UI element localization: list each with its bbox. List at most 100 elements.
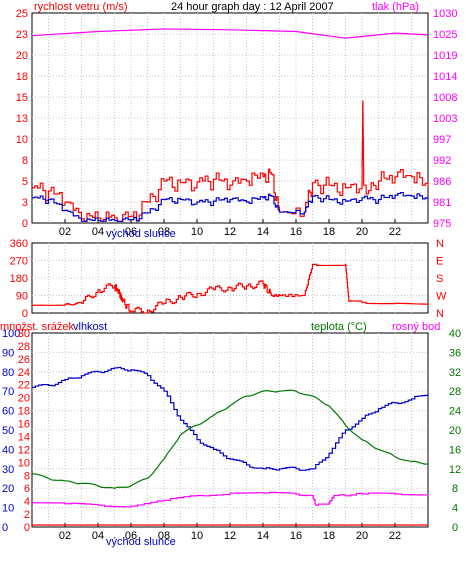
sunrise-label: východ slunce bbox=[106, 228, 176, 240]
pressure-tick-label: 1025 bbox=[433, 29, 457, 41]
wind-series bbox=[31, 28, 429, 222]
direction-tick-label: 360 bbox=[10, 238, 28, 250]
wind-tick-label: 13 bbox=[16, 113, 28, 125]
wind-tick-label: 0 bbox=[22, 218, 28, 230]
sunrise-label-bottom: východ slunce bbox=[106, 536, 176, 548]
dewpoint-line bbox=[32, 491, 429, 508]
compass-tick-label: S bbox=[436, 273, 443, 285]
direction-grid bbox=[32, 243, 428, 313]
temperature-line bbox=[31, 389, 429, 489]
rain-tick-label: 22 bbox=[18, 380, 30, 392]
compass-tick-label: N bbox=[436, 238, 444, 250]
wind-line bbox=[32, 191, 429, 222]
wind-x-axis: 02 04 06 08 10 12 14 16 18 20 22 bbox=[59, 219, 401, 238]
rain-tick-label: 0 bbox=[24, 522, 30, 534]
rain-tick-label: 2 bbox=[24, 509, 30, 521]
humidity-tick-label: 40 bbox=[2, 444, 14, 456]
x-tick-label: 18 bbox=[323, 226, 335, 238]
climate-x-axis: 02 04 06 08 10 12 14 16 18 20 22 bbox=[59, 523, 401, 542]
compass-tick-label: E bbox=[436, 256, 443, 268]
wind-tick-label: 5 bbox=[22, 176, 28, 188]
humidity-tick-label: 0 bbox=[2, 522, 8, 534]
wind-tick-label: 23 bbox=[16, 29, 28, 41]
rain-tick-label: 4 bbox=[24, 496, 30, 508]
temperature-tick-label: 8 bbox=[452, 483, 458, 495]
direction-tick-label: 90 bbox=[16, 291, 28, 303]
x-tick-label: 22 bbox=[389, 226, 401, 238]
temperature-tick-label: 20 bbox=[449, 425, 461, 437]
temperature-tick-label: 28 bbox=[449, 386, 461, 398]
direction-left-axis: 0 90 180 270 360 bbox=[10, 238, 28, 320]
humidity-tick-label: 90 bbox=[2, 347, 14, 359]
pressure-tick-label: 1014 bbox=[433, 71, 457, 83]
wind-tick-label: 15 bbox=[16, 92, 28, 104]
rain-tick-label: 6 bbox=[24, 483, 30, 495]
rain-label: množst. srážek bbox=[0, 321, 74, 333]
pressure-tick-label: 1019 bbox=[433, 50, 457, 62]
wind-tick-label: 25 bbox=[16, 8, 28, 20]
compass-tick-label: W bbox=[436, 291, 447, 303]
x-tick-label: 20 bbox=[356, 226, 368, 238]
humidity-tick-label: 70 bbox=[2, 386, 14, 398]
x-tick-label: 06 bbox=[125, 226, 137, 238]
pressure-tick-label: 997 bbox=[433, 134, 451, 146]
climate-left-axes: 0102030405060708090100024681012141618202… bbox=[2, 328, 30, 534]
rain-tick-label: 12 bbox=[18, 444, 30, 456]
x-tick-label: 20 bbox=[356, 530, 368, 542]
x-tick-label: 04 bbox=[92, 530, 104, 542]
rain-tick-label: 20 bbox=[18, 393, 30, 405]
climate-series bbox=[31, 366, 429, 526]
x-tick-label: 10 bbox=[191, 530, 203, 542]
x-tick-label: 12 bbox=[224, 530, 236, 542]
rain-tick-label: 26 bbox=[18, 354, 30, 366]
direction-tick-label: 180 bbox=[10, 273, 28, 285]
chart-title: 24 hour graph day : 12 April 2007 bbox=[171, 1, 334, 13]
rain-tick-label: 24 bbox=[18, 367, 30, 379]
rain-tick-label: 16 bbox=[18, 419, 30, 431]
x-tick-label: 12 bbox=[224, 226, 236, 238]
wind-right-axis: 975 981 986 992 997 1003 1008 1014 1019 1025 1030 bbox=[433, 8, 457, 230]
climate-right-axis: 0 4 8 12 16 20 24 28 32 36 40 bbox=[449, 328, 461, 534]
x-tick-label: 10 bbox=[191, 226, 203, 238]
temperature-tick-label: 12 bbox=[449, 464, 461, 476]
rain-tick-label: 10 bbox=[18, 457, 30, 469]
x-tick-label: 16 bbox=[290, 226, 302, 238]
pressure-line bbox=[31, 28, 429, 39]
temperature-tick-label: 4 bbox=[452, 503, 458, 515]
x-tick-label: 14 bbox=[257, 530, 269, 542]
temperature-tick-label: 40 bbox=[449, 328, 461, 340]
x-tick-label: 04 bbox=[92, 226, 104, 238]
dewpoint-label: rosný bod bbox=[392, 321, 440, 333]
x-tick-label: 14 bbox=[257, 226, 269, 238]
wind-tick-label: 10 bbox=[16, 134, 28, 146]
x-tick-label: 08 bbox=[158, 226, 170, 238]
wind-tick-label: 20 bbox=[16, 50, 28, 62]
pressure-tick-label: 1008 bbox=[433, 92, 457, 104]
pressure-tick-label: 986 bbox=[433, 176, 451, 188]
humidity-tick-label: 10 bbox=[2, 503, 14, 515]
wind-tick-label: 3 bbox=[22, 197, 28, 209]
direction-line bbox=[32, 263, 429, 314]
rain-tick-label: 18 bbox=[18, 406, 30, 418]
temperature-tick-label: 36 bbox=[449, 347, 461, 359]
compass-tick-label: N bbox=[436, 308, 444, 320]
wind-tick-label: 8 bbox=[22, 155, 28, 167]
humidity-tick-label: 100 bbox=[2, 328, 20, 340]
humidity-tick-label: 50 bbox=[2, 425, 14, 437]
x-tick-label: 08 bbox=[158, 530, 170, 542]
wind-left-label: rychlost vetru (m/s) bbox=[34, 1, 128, 13]
wind-tick-label: 18 bbox=[16, 71, 28, 83]
pressure-tick-label: 975 bbox=[433, 218, 451, 230]
humidity-tick-label: 30 bbox=[2, 464, 14, 476]
temperature-tick-label: 32 bbox=[449, 367, 461, 379]
rain-tick-label: 8 bbox=[24, 470, 30, 482]
humidity-line bbox=[32, 366, 429, 471]
rain-tick-label: 30 bbox=[18, 328, 30, 340]
pressure-tick-label: 992 bbox=[433, 155, 451, 167]
pressure-tick-label: 981 bbox=[433, 197, 451, 209]
humidity-label: vlhkost bbox=[73, 321, 107, 333]
temperature-label: teplota (°C) bbox=[311, 321, 367, 333]
